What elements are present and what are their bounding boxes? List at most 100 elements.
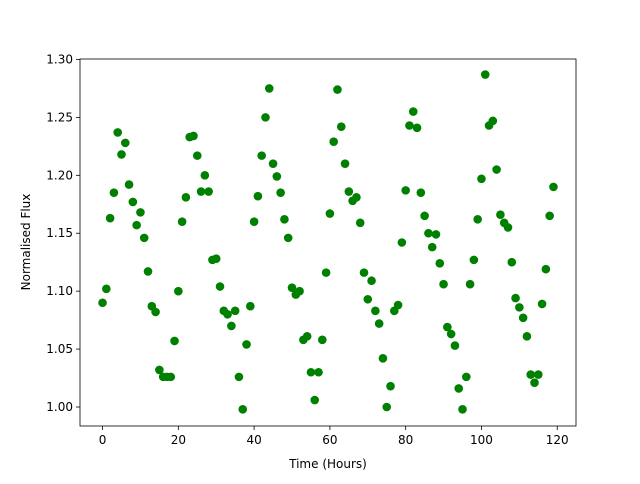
point [401,186,410,195]
point [454,384,464,393]
point [227,321,236,331]
point [249,217,259,226]
point [363,294,373,304]
point [234,372,244,382]
point [105,213,115,223]
point [427,242,437,252]
x-tick-label: 80 [398,433,413,447]
point [541,264,551,274]
point [124,180,134,189]
point [458,405,467,414]
point [181,193,191,202]
point [352,193,361,202]
point [117,150,126,159]
point [431,230,441,239]
point [435,259,445,268]
point [465,279,475,289]
point [405,121,414,130]
point [238,405,248,414]
point [386,381,395,391]
point [325,209,335,218]
point [511,293,520,303]
x-tick-label: 0 [99,433,107,447]
point [443,322,452,332]
y-tick-label: 1.10 [46,284,73,298]
y-tick-label: 1.00 [46,400,73,414]
point [333,85,342,94]
point [496,210,505,219]
point [530,378,539,387]
point [310,395,320,405]
point [492,165,501,174]
y-axis-label: Normalised Flux [19,194,33,291]
point [268,159,278,169]
point [367,276,376,286]
point [302,332,312,341]
x-tick-label: 60 [322,433,337,447]
point [446,329,456,339]
point [151,307,160,317]
point [196,187,206,196]
point [537,299,547,309]
point [424,228,433,238]
point [412,123,422,133]
point [314,367,323,377]
point [136,208,145,217]
x-tick-label: 40 [246,433,261,447]
point [408,107,418,116]
point [139,233,149,243]
point [230,306,240,316]
point [533,370,543,379]
point [344,187,354,196]
point [340,159,350,169]
point [378,354,388,363]
point [223,310,232,319]
point [132,220,141,230]
point [261,113,270,122]
point [306,367,316,377]
point [211,254,221,264]
point [397,238,407,247]
point [450,341,460,350]
point [128,197,138,207]
x-axis-label: Time (Hours) [288,457,367,471]
point [287,283,297,292]
point [503,223,513,232]
point [522,332,532,341]
point [166,372,176,382]
point [272,172,282,181]
point [439,279,448,289]
point [545,211,554,221]
point [473,215,482,224]
point [515,303,524,312]
point [477,174,486,184]
point [295,286,304,296]
point [382,402,392,412]
point [469,255,479,265]
y-tick-label: 1.30 [46,52,73,66]
point [257,151,266,160]
point [480,70,490,79]
point [264,84,274,93]
point [204,187,213,196]
point [102,284,111,294]
point [113,128,123,137]
y-tick-label: 1.20 [46,168,73,182]
y-tick-label: 1.05 [46,342,73,356]
point [143,267,153,276]
point [488,116,498,126]
y-tick-label: 1.25 [46,110,73,124]
point [526,370,536,379]
point [549,182,558,192]
point [276,188,285,197]
y-tick-label: 1.15 [46,226,73,240]
x-tick-label: 120 [546,433,569,447]
point [109,188,119,197]
point [416,188,426,197]
plot-frame [79,58,577,427]
point [318,335,327,345]
point [174,286,183,296]
point [177,217,187,226]
point [242,340,251,349]
